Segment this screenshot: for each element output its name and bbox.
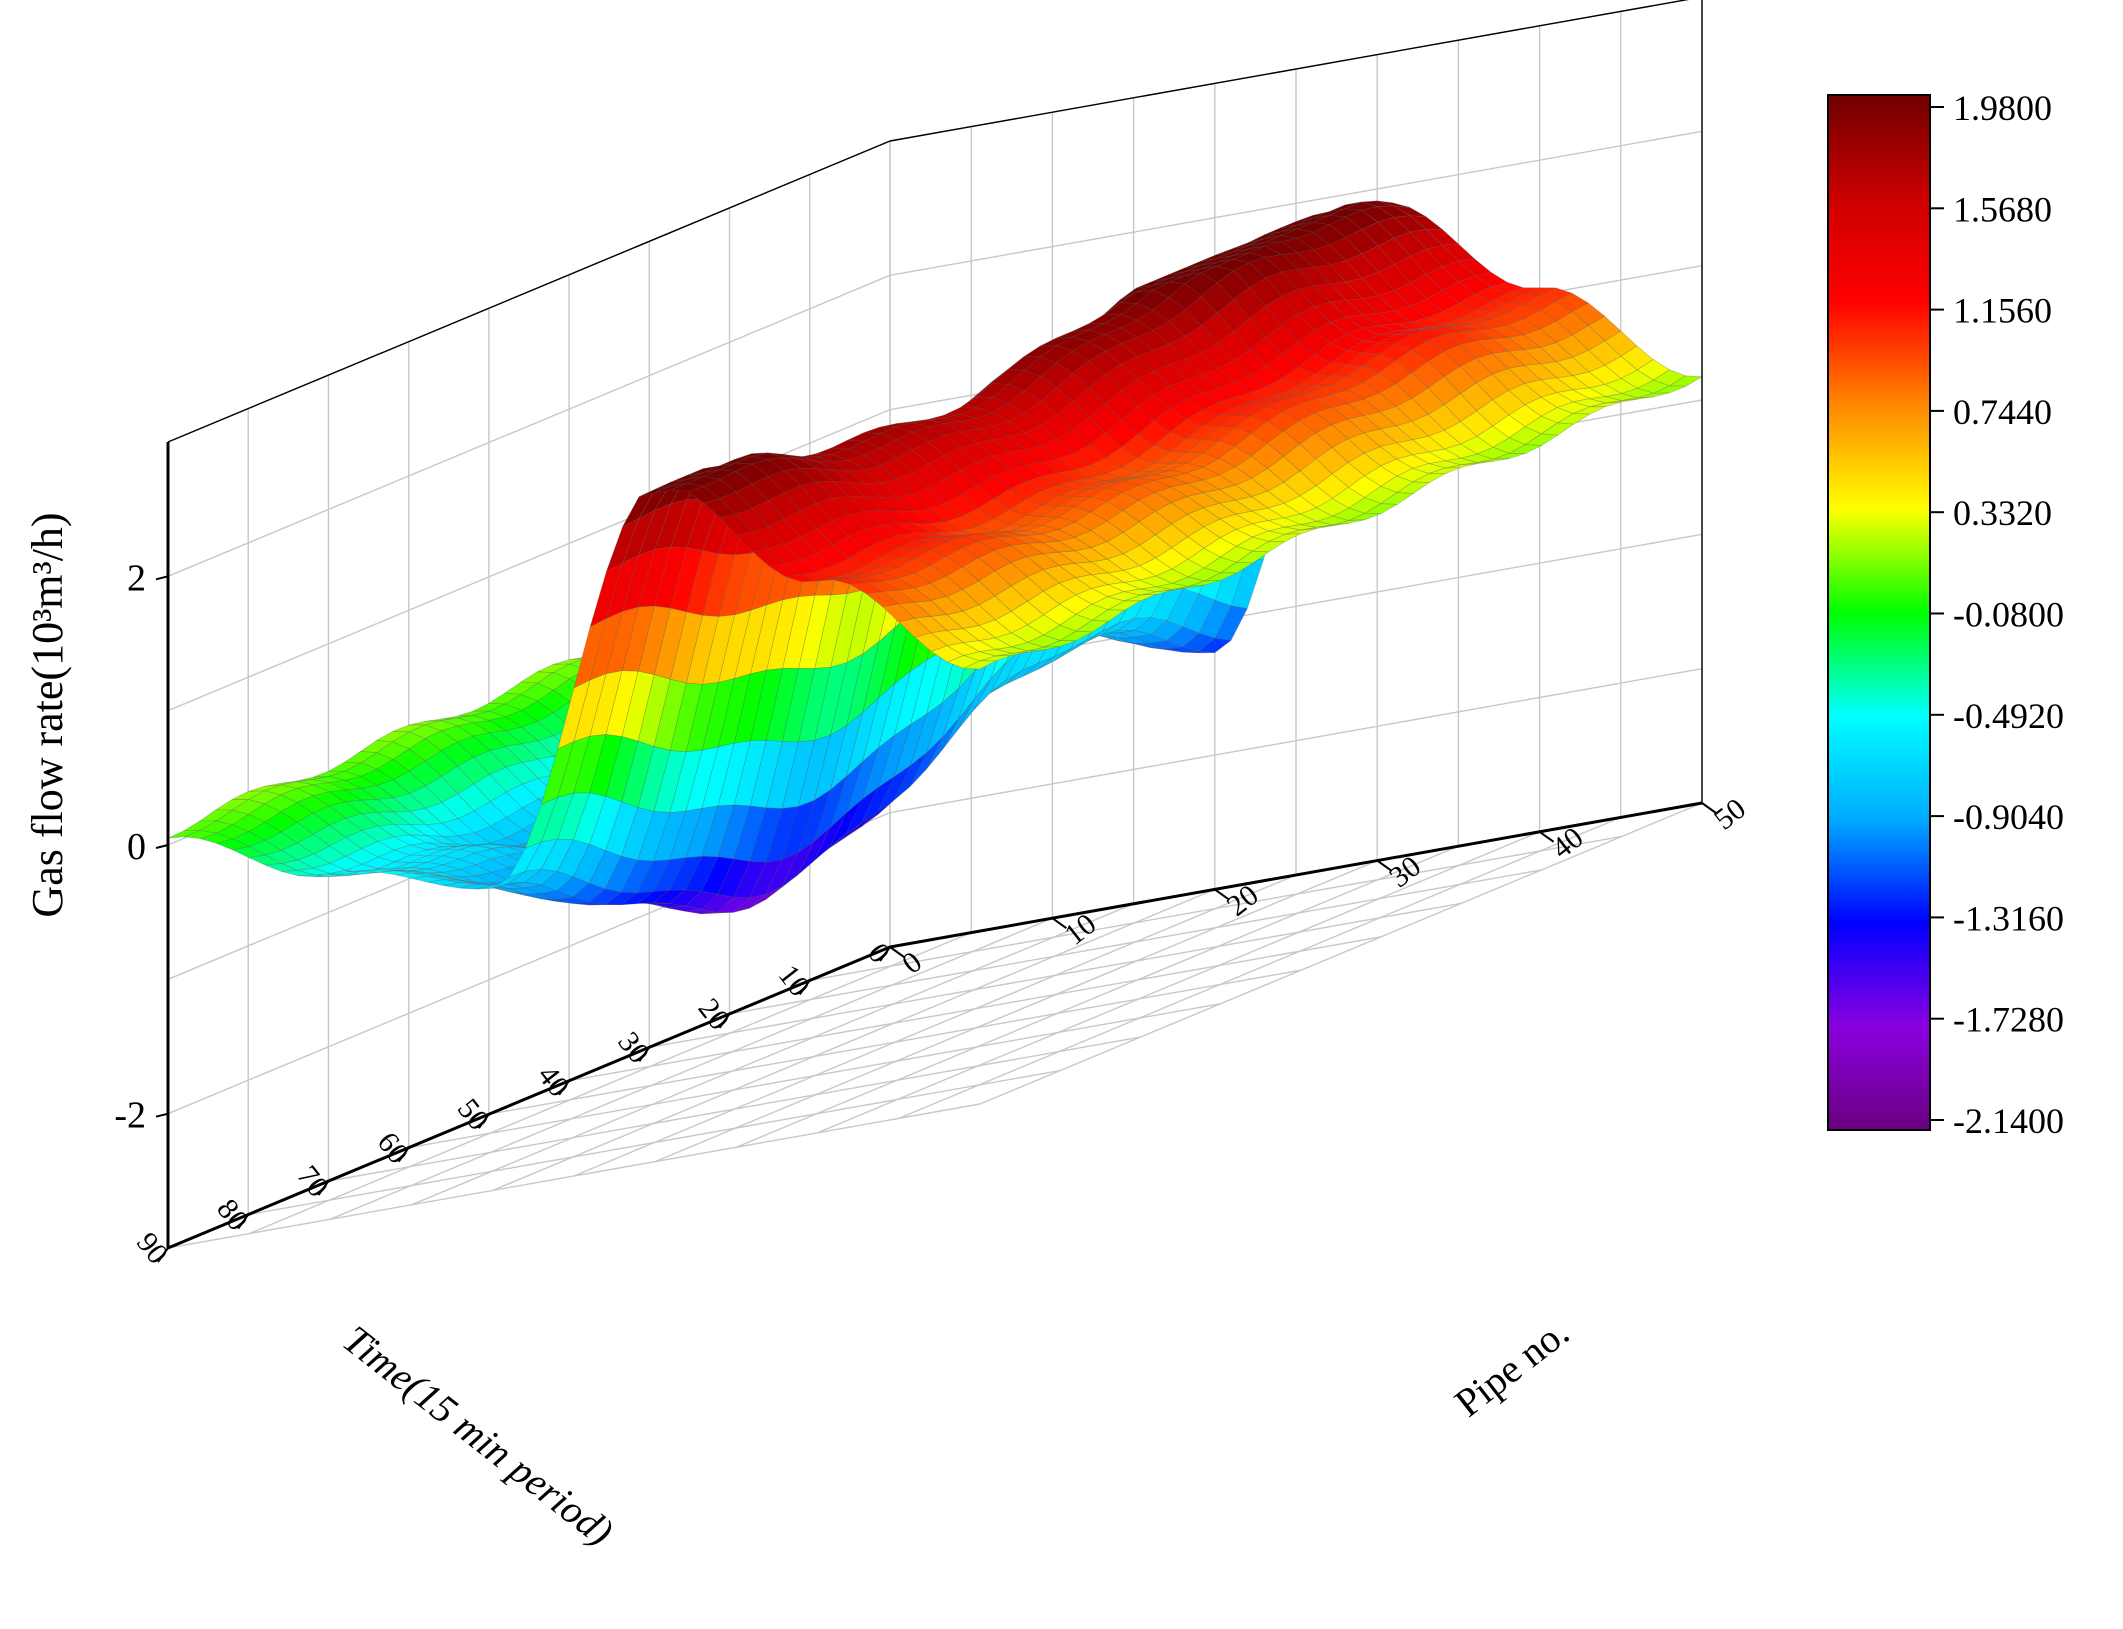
y-tick-label: 10 [1058, 907, 1102, 951]
floor-grid-line [167, 1103, 981, 1249]
colorbar-tick-label: -0.9040 [1953, 797, 2064, 837]
surface-mesh [167, 200, 1704, 915]
floor-grid-line [654, 859, 1378, 1163]
y-tick-label: 20 [1221, 878, 1265, 922]
floor-grid-line [898, 816, 1622, 1120]
colorbar-tick-label: 1.9800 [1953, 88, 2052, 128]
y-axis-label: Pipe no. [1446, 1309, 1577, 1425]
colorbar-tick-label: -0.4920 [1953, 696, 2064, 736]
left-grid-line [167, 274, 891, 577]
x-axis-line [167, 945, 891, 1250]
colorbar: 1.9800 1.5680 1.1560 0.7440 0.3320 -0.0800 -0.… [1827, 88, 2064, 1141]
floor-grid-line [488, 969, 1302, 1115]
z-tick-label: -2 [114, 1095, 146, 1137]
floor-grid-line [979, 802, 1703, 1105]
floor-grid-line [492, 888, 1216, 1192]
floor-grid-line [809, 835, 1622, 982]
colorbar-ticks: 1.9800 1.5680 1.1560 0.7440 0.3320 -0.0800 -0.… [1930, 88, 2064, 1141]
z-tick-mark [155, 1112, 169, 1118]
z-tick-label: 0 [127, 826, 146, 868]
floor-grid-line [328, 1036, 1141, 1182]
floor-grid-line [568, 936, 1382, 1082]
x-tick-mark [317, 1180, 330, 1196]
y-tick-mark [1539, 830, 1555, 843]
colorbar-tick-label: -1.3160 [1953, 898, 2064, 938]
x-tick-mark [478, 1113, 490, 1129]
colorbar-tick-label: 0.7440 [1953, 392, 2052, 432]
y-tick-label: 40 [1546, 821, 1590, 865]
z-tick-mark [155, 844, 169, 849]
colorbar-gradient [1827, 94, 1931, 1131]
colorbar-tick-label: -1.7280 [1953, 1000, 2064, 1040]
y-axis-line [889, 801, 1703, 949]
y-tick-mark [1051, 917, 1067, 930]
z-axis-label: Gas flow rate(10³m³/h) [23, 512, 72, 917]
x-axis-label: Time(15 min period) [335, 1316, 622, 1554]
back-edge-line [889, 0, 1690, 142]
floor-grid-line [248, 931, 972, 1235]
top-edge-line [167, 140, 891, 443]
floor-grid-line [248, 1069, 1061, 1216]
back-grid-line [889, 667, 1703, 814]
colorbar-tick-label: 1.1560 [1953, 291, 2052, 331]
surface-cell [963, 660, 997, 670]
y-tick-mark [1376, 859, 1392, 872]
colorbar-tick-label: -2.1400 [1953, 1101, 2064, 1141]
axis-lines [166, 0, 1703, 1250]
floor-grid-line [330, 917, 1053, 1220]
x-tick-mark [879, 946, 891, 962]
x-tick-mark [558, 1080, 570, 1096]
y-tick-label: 30 [1383, 850, 1427, 894]
y-tick-label: 0 [896, 945, 928, 980]
x-tick-mark [397, 1147, 410, 1163]
floor-grid-line [573, 874, 1297, 1177]
colorbar-tick-label: 0.3320 [1953, 493, 2052, 533]
z-tick-mark [155, 575, 169, 581]
x-tick-mark [237, 1213, 250, 1230]
back-grid-line [889, 130, 1703, 277]
colorbar-tick-label: -0.0800 [1953, 595, 2064, 635]
floor-grid-line [649, 902, 1462, 1049]
x-tick-mark [718, 1013, 731, 1029]
floor-grid-line [411, 903, 1134, 1206]
y-tick-mark [1214, 888, 1230, 901]
x-tick-mark [638, 1046, 651, 1062]
x-tick-label: 0 [861, 937, 896, 969]
floor-grid-line [817, 831, 1540, 1134]
x-tick-mark [798, 979, 811, 996]
z-tick-label: 2 [127, 557, 146, 599]
floor-grid-line [729, 869, 1542, 1015]
floor-grid-line [736, 845, 1459, 1148]
y-tick-mark [1701, 802, 1717, 814]
floor-grid-line [408, 1002, 1221, 1149]
y-tick-label: 50 [1708, 792, 1752, 836]
y-tick-mark [889, 946, 905, 958]
x-tick-mark [157, 1247, 169, 1263]
colorbar-tick-label: 1.5680 [1953, 189, 2052, 229]
